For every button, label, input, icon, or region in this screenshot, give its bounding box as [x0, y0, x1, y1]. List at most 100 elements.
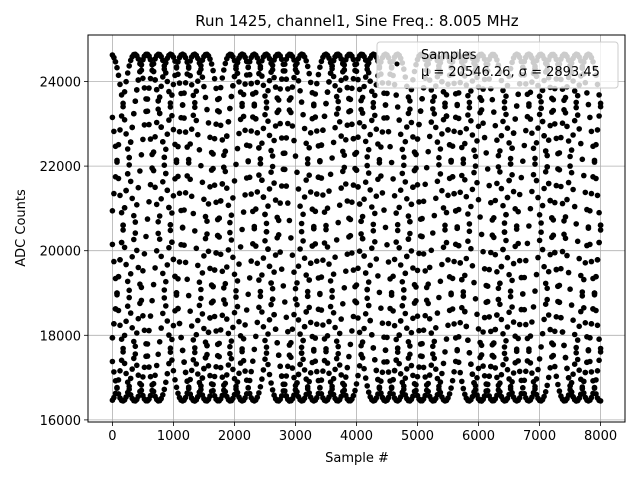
sample-point: [405, 110, 412, 117]
sample-point: [520, 158, 526, 164]
sample-point: [353, 68, 360, 75]
sample-point: [513, 348, 520, 355]
sample-point: [515, 240, 521, 247]
sample-point: [593, 175, 599, 182]
sample-point: [118, 113, 125, 119]
sample-point: [307, 370, 314, 376]
sample-point: [205, 248, 212, 255]
sample-point: [367, 317, 374, 324]
sample-point: [402, 179, 409, 185]
sample-point: [248, 80, 254, 87]
sample-point: [356, 329, 363, 336]
sample-point: [355, 315, 361, 321]
sample-point: [407, 351, 413, 358]
sample-point: [198, 286, 204, 293]
sample-point: [488, 363, 494, 370]
sample-point: [372, 210, 378, 217]
sample-point: [109, 208, 116, 214]
sample-point: [414, 136, 421, 142]
sample-point: [533, 140, 540, 146]
sample-point: [574, 356, 581, 363]
sample-point: [559, 248, 566, 255]
sample-point: [141, 85, 148, 91]
x-tick-label: 6000: [462, 429, 495, 444]
sample-point: [338, 133, 345, 139]
sample-point: [471, 169, 477, 176]
sample-point: [146, 121, 152, 128]
sample-point: [565, 375, 572, 381]
sample-point: [202, 235, 209, 242]
sample-point: [391, 256, 398, 263]
sample-point: [317, 384, 323, 391]
sample-point: [254, 130, 261, 136]
sample-point: [545, 312, 552, 318]
sample-point: [289, 326, 296, 333]
sample-point: [463, 193, 470, 200]
sample-point: [593, 307, 599, 314]
sample-point: [198, 66, 204, 73]
sample-point: [373, 126, 380, 132]
sample-point: [364, 154, 371, 160]
x-tick-label: 4000: [340, 429, 373, 444]
sample-point: [311, 348, 317, 354]
sample-point: [515, 358, 521, 364]
sample-point: [355, 372, 361, 379]
sample-point: [475, 365, 482, 372]
sample-point: [378, 390, 384, 397]
sample-point: [196, 147, 203, 153]
sample-point: [170, 256, 177, 263]
sample-point: [248, 128, 254, 134]
sample-point: [523, 127, 529, 134]
sample-point: [278, 76, 285, 82]
sample-point: [579, 385, 586, 392]
sample-point: [257, 65, 264, 72]
sample-point: [410, 265, 416, 271]
sample-point: [384, 334, 390, 341]
sample-point: [144, 96, 151, 102]
sample-point: [262, 238, 268, 244]
sample-point: [541, 393, 547, 400]
sample-point: [574, 238, 581, 245]
sample-point: [425, 380, 432, 387]
sample-point: [372, 112, 378, 119]
sample-point: [217, 198, 224, 204]
sample-point: [121, 360, 128, 367]
sample-point: [332, 324, 338, 331]
sample-point: [393, 92, 400, 98]
sample-point: [269, 153, 276, 159]
sample-point: [228, 355, 235, 362]
sample-point: [289, 84, 296, 90]
sample-point: [278, 393, 285, 399]
sample-point: [147, 56, 154, 63]
sample-point: [341, 164, 348, 171]
sample-point: [401, 162, 407, 169]
sample-point: [509, 379, 515, 385]
sample-point: [462, 308, 468, 315]
sample-point: [365, 302, 372, 309]
sample-point: [597, 103, 604, 110]
sample-point: [115, 175, 122, 182]
sample-point: [488, 199, 494, 206]
sample-point: [176, 320, 183, 327]
sample-point: [182, 80, 189, 86]
sample-point: [201, 365, 207, 372]
sample-point: [506, 140, 512, 146]
sample-point: [501, 344, 508, 350]
sample-point: [301, 255, 308, 261]
legend-marker: [394, 61, 400, 67]
sample-point: [160, 74, 166, 80]
sample-point: [413, 165, 419, 171]
sample-point: [257, 156, 264, 162]
sample-point: [509, 390, 515, 396]
sample-point: [520, 385, 526, 391]
sample-point: [437, 389, 444, 396]
sample-point: [541, 263, 547, 270]
sample-point: [497, 280, 503, 287]
legend-series-label: Samples: [421, 48, 477, 63]
sample-point: [257, 384, 264, 390]
sample-point: [314, 258, 320, 265]
sample-point: [413, 382, 419, 388]
sample-point: [460, 289, 467, 295]
sample-point: [353, 149, 360, 156]
sample-point: [527, 333, 534, 339]
